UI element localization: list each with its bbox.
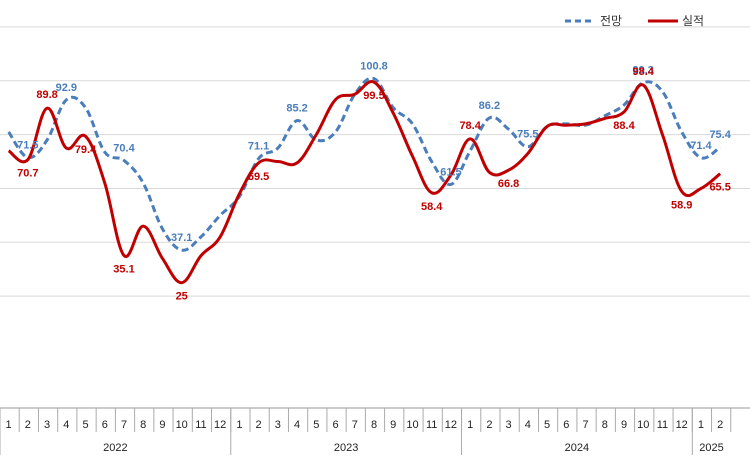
- data-label-actual: 88.4: [613, 120, 635, 132]
- x-tick-label: 2: [717, 419, 723, 431]
- x-tick-label: 11: [426, 419, 437, 431]
- x-tick-label: 11: [657, 419, 668, 431]
- data-labels: 71.5 92.9 70.4 37.1 71.1 85.2 100.8 61.5 86.2 75.…: [17, 61, 732, 303]
- data-label-actual: 58.4: [421, 201, 443, 213]
- data-label-forecast: 71.1: [248, 141, 269, 153]
- data-label-actual: 69.5: [248, 171, 269, 183]
- x-tick-label: 12: [676, 419, 688, 431]
- x-axis: 1 2 3 4 5 6 7 8 9 10 11 12 1 2 3 4 5 6 7 8 9 10 11 12 1 2 3 4 5 6 7 8 9 1…: [0, 407, 750, 455]
- x-tick-label: 6: [332, 419, 338, 431]
- data-label-actual: 65.5: [709, 182, 730, 194]
- legend-forecast-label: 전망: [600, 14, 622, 28]
- x-tick-label: 1: [6, 419, 12, 431]
- x-tick-label: 10: [176, 419, 188, 431]
- data-label-forecast: 70.4: [113, 142, 135, 154]
- x-tick-label: 3: [44, 419, 50, 431]
- x-year-label: 2024: [565, 442, 589, 454]
- x-tick-label: 4: [525, 419, 531, 431]
- data-label-actual: 99.5: [363, 90, 384, 102]
- series-line-forecast: [7, 76, 722, 252]
- x-tick-label: 2: [486, 419, 492, 431]
- data-label-forecast: 99.3: [633, 65, 654, 77]
- x-tick-label: 8: [602, 419, 608, 431]
- data-label-forecast: 75.5: [517, 129, 538, 141]
- data-label-forecast: 71.4: [690, 140, 712, 152]
- x-tick-label: 1: [467, 419, 473, 431]
- x-tick-label: 3: [275, 419, 281, 431]
- series-line-actual: [7, 80, 722, 285]
- data-label-actual: 89.8: [36, 89, 57, 101]
- x-tick-label: 10: [637, 419, 649, 431]
- x-tick-label: 7: [121, 419, 127, 431]
- x-year-label: 2022: [103, 442, 127, 454]
- series-lines: [7, 76, 722, 285]
- data-label-actual: 66.8: [498, 178, 519, 190]
- x-tick-label: 7: [352, 419, 358, 431]
- x-tick-label: 8: [371, 419, 377, 431]
- x-tick-label: 3: [506, 419, 512, 431]
- data-label-forecast: 71.5: [17, 140, 38, 152]
- data-label-forecast: 86.2: [479, 100, 500, 112]
- data-label-actual: 79.4: [75, 144, 97, 156]
- x-tick-label: 12: [214, 419, 226, 431]
- x-tick-label: 10: [406, 419, 418, 431]
- x-year-label: 2023: [334, 442, 358, 454]
- data-label-actual: 58.9: [671, 199, 692, 211]
- x-tick-label: 8: [140, 419, 146, 431]
- data-label-actual: 35.1: [113, 264, 134, 276]
- x-tick-label: 4: [294, 419, 300, 431]
- data-label-actual: 70.7: [17, 168, 38, 180]
- data-label-forecast: 37.1: [171, 232, 192, 244]
- x-tick-label: 2: [25, 419, 31, 431]
- data-label-actual: 78.4: [459, 120, 481, 132]
- data-label-actual: 98.4: [633, 66, 655, 78]
- data-label-forecast: 92.9: [56, 82, 77, 94]
- legend-actual-label: 실적: [682, 14, 704, 28]
- x-tick-label: 6: [563, 419, 569, 431]
- x-tick-label: 7: [582, 419, 588, 431]
- legend: 전망 실적: [565, 14, 704, 28]
- x-year-label: 2025: [699, 442, 723, 454]
- data-label-forecast: 75.4: [709, 129, 731, 141]
- x-tick-label: 12: [445, 419, 457, 431]
- x-tick-label: 9: [390, 419, 396, 431]
- x-tick-label: 4: [63, 419, 69, 431]
- data-label-forecast: 100.8: [360, 61, 388, 73]
- x-tick-label: 11: [195, 419, 206, 431]
- x-tick-label: 5: [544, 419, 550, 431]
- x-tick-label: 9: [621, 419, 627, 431]
- x-tick-label: 5: [82, 419, 88, 431]
- data-label-actual: 25: [176, 291, 188, 303]
- x-tick-label: 1: [698, 419, 704, 431]
- x-tick-label: 1: [236, 419, 242, 431]
- x-tick-label: 6: [102, 419, 108, 431]
- x-tick-label: 5: [313, 419, 319, 431]
- data-label-forecast: 85.2: [286, 103, 307, 115]
- data-label-forecast: 61.5: [440, 166, 461, 178]
- x-tick-label: 9: [159, 419, 165, 431]
- x-tick-label: 2: [256, 419, 262, 431]
